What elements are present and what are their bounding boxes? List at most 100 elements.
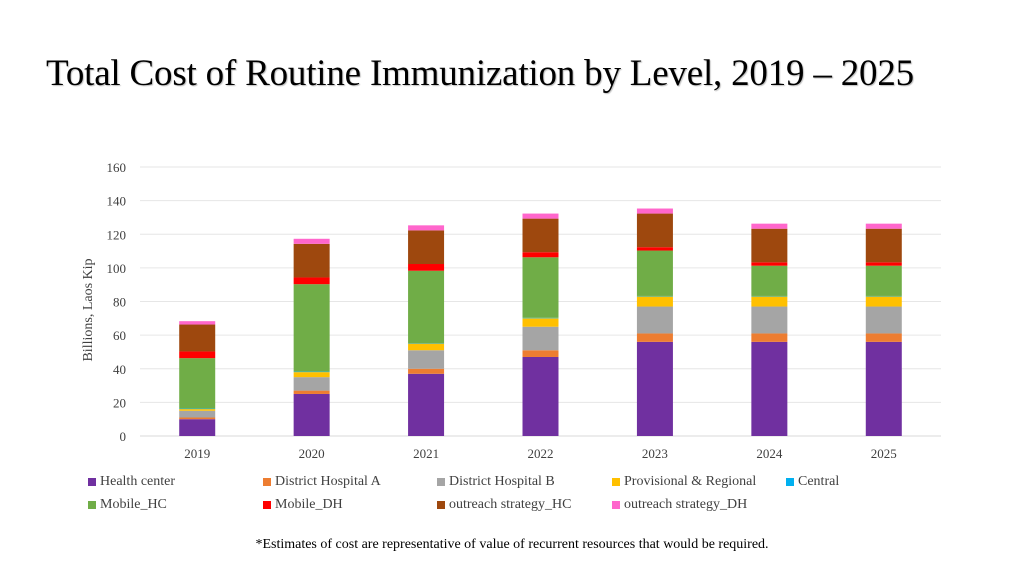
bar-segment-outreach-strategy-hc-2021 — [408, 230, 445, 265]
bar-segment-outreach-strategy-hc-2024 — [751, 228, 788, 263]
bar-segment-health-center-2021 — [408, 373, 445, 436]
legend-label: Provisional & Regional — [624, 473, 757, 489]
legend-item: Mobile_HC — [88, 497, 263, 513]
x-axis-ticks: 2019 2020 2021 2022 2023 2024 2025 — [184, 446, 897, 461]
bar-segment-outreach-strategy-hc-2023 — [636, 213, 673, 248]
bar-segment-district-hospital-b-2019 — [179, 410, 216, 418]
bar-segment-outreach-strategy-dh-2019 — [179, 321, 216, 325]
bar-segment-mobile-dh-2022 — [522, 252, 559, 258]
bar-segment-district-hospital-b-2020 — [293, 377, 330, 391]
bar-segment-outreach-strategy-hc-2022 — [522, 218, 559, 253]
x-tick-label: 2019 — [184, 446, 210, 461]
x-tick-label: 2025 — [871, 446, 897, 461]
bar-segment-district-hospital-a-2025 — [865, 333, 902, 342]
legend-item: Central — [786, 474, 906, 490]
legend-swatch — [88, 477, 96, 486]
legend-item: outreach strategy_HC — [437, 497, 612, 513]
x-tick-label: 2023 — [642, 446, 668, 461]
bar-segment-outreach-strategy-hc-2025 — [865, 228, 902, 263]
bar-segment-outreach-strategy-dh-2024 — [751, 223, 788, 229]
bar-segment-outreach-strategy-dh-2020 — [293, 238, 330, 244]
legend-swatch — [786, 477, 794, 486]
legend-label: Mobile_HC — [100, 496, 167, 512]
legend-row: Health center District Hospital A District… — [88, 470, 948, 493]
bar-segment-outreach-strategy-dh-2022 — [522, 213, 559, 219]
y-tick-label: 20 — [113, 395, 126, 410]
bar-segment-provisional-regional-2024 — [751, 296, 788, 307]
bar-segment-central-2024 — [751, 295, 788, 297]
bar-segment-central-2022 — [522, 317, 559, 319]
bar-segment-central-2023 — [636, 295, 673, 297]
bar-segment-health-center-2019 — [179, 419, 216, 436]
bar-segment-mobile-hc-2024 — [751, 265, 788, 296]
bar-segment-mobile-hc-2021 — [408, 270, 445, 344]
bar-segment-outreach-strategy-hc-2020 — [293, 243, 330, 278]
bar-segment-mobile-dh-2021 — [408, 264, 445, 271]
bar-segment-central-2025 — [865, 295, 902, 297]
chart-title: Total Cost of Routine Immunization by Le… — [46, 53, 914, 94]
y-tick-label: 160 — [107, 160, 127, 175]
bar-segment-mobile-dh-2020 — [293, 277, 330, 285]
bar-segment-district-hospital-a-2019 — [179, 417, 216, 420]
bar-segment-mobile-dh-2023 — [636, 247, 673, 251]
bar-segment-outreach-strategy-dh-2025 — [865, 223, 902, 229]
bar-segment-mobile-hc-2022 — [522, 257, 559, 318]
footnote: *Estimates of cost are representative of… — [255, 537, 769, 552]
bar-segment-outreach-strategy-dh-2023 — [636, 208, 673, 214]
legend-swatch — [437, 477, 445, 486]
legend-swatch — [88, 500, 96, 509]
bar-segment-district-hospital-b-2024 — [751, 306, 788, 334]
bar-segment-central-2021 — [408, 343, 445, 344]
x-tick-label: 2022 — [528, 446, 554, 461]
y-tick-label: 0 — [120, 429, 127, 444]
bar-segment-district-hospital-b-2022 — [522, 326, 559, 351]
legend-swatch — [612, 477, 620, 486]
bar-segment-health-center-2023 — [636, 341, 673, 436]
legend-label: District Hospital A — [275, 473, 381, 489]
legend-label: Health center — [100, 473, 176, 489]
bar-segment-mobile-hc-2019 — [179, 358, 216, 409]
bar-segment-provisional-regional-2021 — [408, 343, 445, 351]
legend: Health center District Hospital A District… — [88, 470, 948, 516]
y-axis-label: Billions, Laos Kip — [81, 258, 96, 361]
bar-segment-health-center-2025 — [865, 341, 902, 436]
bar-segment-mobile-hc-2023 — [636, 250, 673, 296]
legend-item: Mobile_DH — [263, 497, 437, 513]
y-tick-label: 40 — [113, 362, 126, 377]
legend-item: Health center — [88, 474, 263, 490]
bar-segment-central-2019 — [179, 408, 216, 410]
legend-swatch — [263, 477, 271, 486]
bar-segment-provisional-regional-2023 — [636, 296, 673, 307]
bars — [179, 208, 902, 436]
bar-segment-outreach-strategy-dh-2021 — [408, 225, 445, 231]
bar-segment-district-hospital-b-2025 — [865, 306, 902, 334]
bar-segment-outreach-strategy-hc-2019 — [179, 324, 216, 352]
y-tick-label: 60 — [113, 328, 126, 343]
x-tick-label: 2024 — [756, 446, 783, 461]
legend-item: outreach strategy_DH — [612, 497, 786, 513]
bar-segment-provisional-regional-2020 — [293, 372, 330, 378]
legend-label: outreach strategy_HC — [449, 496, 572, 512]
legend-label: Central — [798, 473, 840, 489]
legend-row: Mobile_HC Mobile_DH outreach strategy_HC ou… — [88, 493, 948, 516]
bar-segment-district-hospital-a-2020 — [293, 390, 330, 394]
legend-swatch — [437, 500, 445, 509]
bar-segment-district-hospital-a-2021 — [408, 368, 445, 374]
bar-segment-mobile-dh-2019 — [179, 351, 216, 359]
bar-segment-mobile-dh-2025 — [865, 262, 902, 266]
legend-label: Mobile_DH — [275, 496, 343, 512]
bar-segment-district-hospital-a-2024 — [751, 333, 788, 342]
bar-segment-district-hospital-b-2023 — [636, 306, 673, 334]
bar-segment-provisional-regional-2019 — [179, 409, 216, 411]
bar-segment-mobile-hc-2025 — [865, 265, 902, 296]
legend-label: outreach strategy_DH — [624, 496, 748, 512]
y-tick-label: 100 — [107, 261, 127, 276]
legend-item: District Hospital B — [437, 474, 612, 490]
legend-label: District Hospital B — [449, 473, 555, 489]
x-tick-label: 2020 — [299, 446, 325, 461]
y-axis-ticks: 0 20 40 60 80 100 120 140 160 — [107, 160, 127, 444]
bar-segment-health-center-2022 — [522, 356, 559, 436]
bar-segment-health-center-2024 — [751, 341, 788, 436]
bar-segment-district-hospital-a-2023 — [636, 333, 673, 342]
